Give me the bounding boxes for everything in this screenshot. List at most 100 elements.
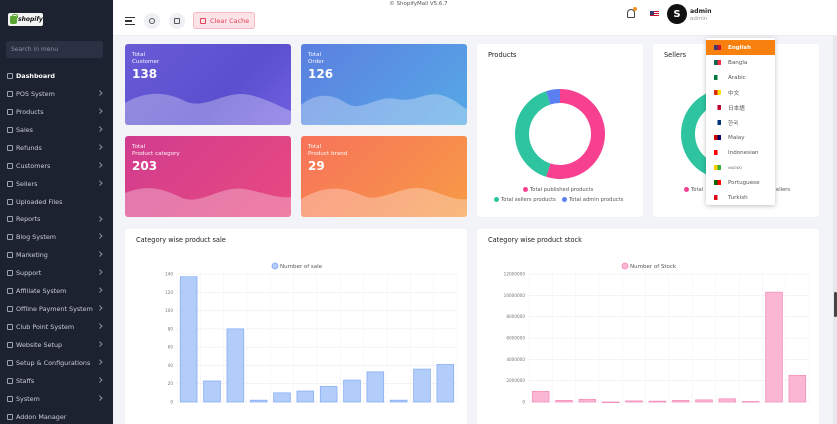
bar[interactable] [249, 399, 268, 403]
bar[interactable] [625, 400, 643, 403]
bar[interactable] [648, 400, 667, 403]
y-tick-label: 10000000 [504, 293, 526, 298]
sidebar-item-label: Reports [16, 215, 41, 224]
flag-icon [714, 75, 721, 80]
chevron-right-icon [96, 377, 102, 383]
chevron-right-icon [96, 341, 102, 347]
sidebar-item-label: Offline Payment System [16, 305, 93, 314]
sidebar-item-addon-manager[interactable]: Addon Manager [0, 408, 113, 424]
language-option[interactable]: Arabic [706, 70, 775, 85]
chevron-right-icon [96, 233, 102, 239]
menu-item-icon [7, 180, 13, 187]
pos-button[interactable] [169, 13, 185, 29]
bar[interactable] [343, 379, 361, 403]
bar[interactable] [389, 399, 408, 403]
chevron-right-icon [96, 269, 102, 275]
sidebar-item-dashboard[interactable]: Dashboard [0, 67, 113, 85]
frontend-button[interactable] [144, 13, 160, 29]
bar[interactable] [296, 390, 315, 403]
language-option[interactable]: 中文 [706, 85, 775, 100]
sidebar-item-label: Refunds [16, 143, 42, 152]
bar[interactable] [555, 400, 573, 403]
language-option[interactable]: Portuguese [706, 175, 775, 190]
bar[interactable] [319, 386, 338, 403]
bar[interactable] [718, 398, 737, 403]
sidebar-item-setup-configurations[interactable]: Setup & Configurations [0, 354, 113, 372]
sidebar-item-label: Sales [16, 125, 34, 134]
sidebar-item-system[interactable]: System [0, 390, 113, 408]
sidebar-item-reports[interactable]: Reports [0, 211, 113, 229]
bar[interactable] [366, 371, 385, 403]
sidebar-item-offline-payment-system[interactable]: Offline Payment System [0, 300, 113, 318]
menu-item-icon [7, 198, 13, 205]
language-option[interactable]: Malay [706, 130, 775, 145]
language-option[interactable]: English [706, 40, 775, 55]
y-tick-label: 140 [165, 272, 173, 277]
panel-title: Category wise product stock [488, 236, 582, 244]
shopping-bag-icon [10, 13, 18, 24]
menu-item-icon [7, 126, 13, 133]
sidebar-item-affiliate-system[interactable]: Affiliate System [0, 282, 113, 300]
bar[interactable] [203, 380, 221, 403]
sidebar-item-products[interactable]: Products [0, 103, 113, 121]
y-tick-label: 2000000 [506, 378, 525, 383]
sidebar-item-sellers[interactable]: Sellers [0, 175, 113, 193]
y-tick-label: 12000000 [504, 272, 526, 277]
sidebar-item-customers[interactable]: Customers [0, 157, 113, 175]
sidebar-item-refunds[interactable]: Refunds [0, 139, 113, 157]
y-tick-label: 20 [168, 381, 174, 386]
bar[interactable] [436, 364, 455, 403]
bar[interactable] [531, 390, 550, 403]
language-option[interactable]: Indonesian [706, 145, 775, 160]
bar[interactable] [741, 401, 760, 403]
stat-card-customer: Total Customer 138 [125, 44, 291, 125]
sidebar-item-marketing[interactable]: Marketing [0, 246, 113, 264]
language-option[interactable]: 日本語 [706, 100, 775, 115]
chevron-right-icon [96, 90, 102, 96]
menu-item-icon [7, 324, 13, 331]
sidebar-item-blog-system[interactable]: Blog System [0, 228, 113, 246]
menu-search-input[interactable]: Search in menu [6, 41, 103, 58]
language-option[interactable]: 한국 [706, 115, 775, 130]
legend-swatch [621, 262, 629, 270]
language-option[interactable]: Turkish [706, 190, 775, 205]
flag-icon [714, 195, 721, 200]
bar[interactable] [601, 401, 620, 403]
category-stock-chart: Number of Stock 0 2000000 4000000 6000000 800… [504, 262, 810, 405]
bar[interactable] [765, 291, 783, 403]
sidebar-item-website-setup[interactable]: Website Setup [0, 336, 113, 354]
bar[interactable] [671, 400, 690, 403]
scrollbar-thumb[interactable] [833, 292, 837, 317]
clear-cache-button[interactable]: Clear Cache [193, 12, 255, 29]
y-tick-label: 4000000 [506, 357, 525, 362]
bar[interactable] [695, 399, 713, 403]
hamburger-menu-icon[interactable] [125, 17, 135, 25]
scrollbar[interactable] [833, 36, 837, 424]
sidebar-item-sales[interactable]: Sales [0, 121, 113, 139]
products-donut-chart [515, 89, 605, 179]
menu-item-icon [7, 162, 13, 169]
avatar[interactable]: S [667, 4, 687, 24]
sidebar-item-label: System [16, 394, 40, 403]
bar[interactable] [788, 374, 807, 403]
bar[interactable] [179, 276, 198, 403]
wave-decoration [301, 187, 467, 217]
logo[interactable]: shopify [8, 13, 43, 26]
bar[interactable] [273, 392, 291, 403]
bar[interactable] [226, 328, 245, 403]
bar[interactable] [578, 398, 597, 403]
legend-swatch [271, 262, 279, 270]
sidebar-item-uploaded-files[interactable]: Uploaded Files [0, 193, 113, 211]
language-option[interactable]: ဗမာစာ [706, 160, 775, 175]
sidebar-item-pos-system[interactable]: POS System [0, 85, 113, 103]
sidebar-item-support[interactable]: Support [0, 264, 113, 282]
bell-icon[interactable] [627, 9, 635, 18]
bar[interactable] [413, 368, 431, 403]
globe-icon [149, 18, 155, 24]
sidebar-item-staffs[interactable]: Staffs [0, 372, 113, 390]
sidebar-item-club-point-system[interactable]: Club Point System [0, 318, 113, 336]
language-option[interactable]: Bangla [706, 55, 775, 70]
language-flag-icon[interactable] [650, 11, 659, 17]
legend-item-fragment: ellers [776, 187, 791, 193]
